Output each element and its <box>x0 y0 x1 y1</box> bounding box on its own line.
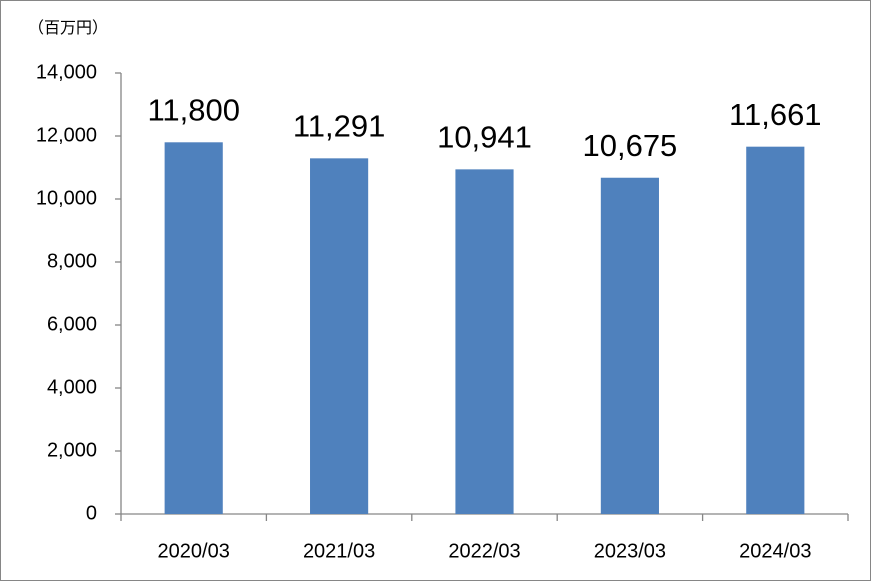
y-tick-label: 10,000 <box>36 187 97 209</box>
x-tick-label: 2020/03 <box>158 540 230 562</box>
y-tick-label: 14,000 <box>36 61 97 83</box>
bar <box>455 169 514 514</box>
value-label: 11,291 <box>293 109 386 144</box>
unit-label: （百万円） <box>28 19 108 37</box>
x-tick-label: 2023/03 <box>594 540 666 562</box>
value-label: 10,941 <box>437 120 532 155</box>
value-label: 11,800 <box>147 92 240 127</box>
bar <box>746 146 805 514</box>
y-tick-label: 0 <box>86 502 97 524</box>
x-tick-label: 2024/03 <box>739 540 811 562</box>
bar <box>164 142 223 515</box>
y-tick-label: 2,000 <box>47 439 97 461</box>
x-tick-label: 2021/03 <box>303 540 375 562</box>
x-tick-label: 2022/03 <box>448 540 520 562</box>
y-tick-label: 4,000 <box>47 376 97 398</box>
y-tick-label: 6,000 <box>47 313 97 335</box>
y-tick-label: 8,000 <box>47 250 97 272</box>
y-tick-label: 12,000 <box>36 124 97 146</box>
value-label: 11,661 <box>729 97 822 132</box>
bar <box>310 158 369 514</box>
value-label: 10,675 <box>582 128 677 163</box>
bar <box>600 177 659 515</box>
